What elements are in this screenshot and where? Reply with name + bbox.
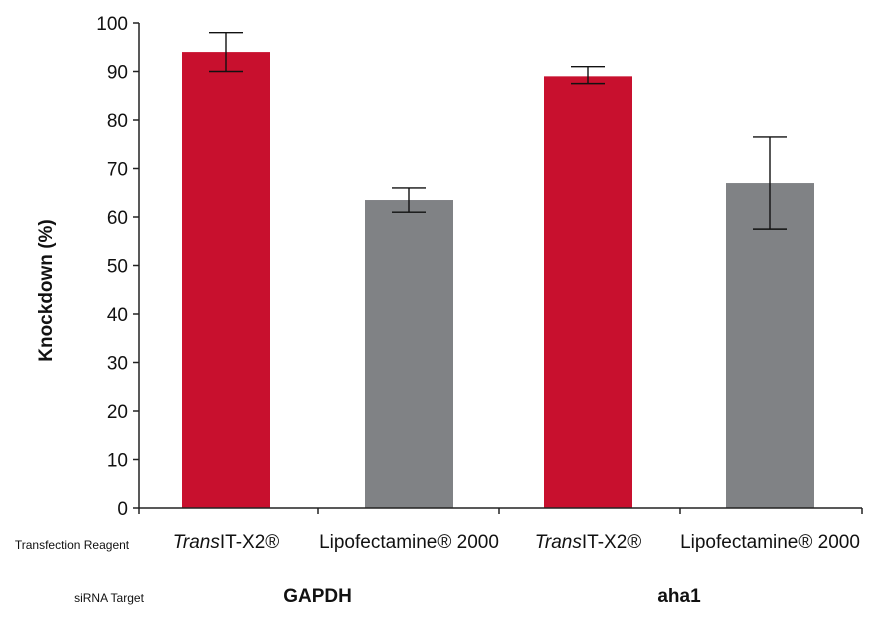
- sirna-target-label: aha1: [657, 586, 701, 607]
- bar: [182, 52, 270, 508]
- y-tick-label: 70: [107, 160, 128, 181]
- reagent-label: Lipofectamine® 2000: [680, 532, 860, 553]
- bar: [365, 200, 453, 508]
- y-tick-label: 80: [107, 111, 128, 132]
- reagent-label: Lipofectamine® 2000: [319, 532, 499, 553]
- y-tick-label: 20: [107, 402, 128, 423]
- y-tick-label: 50: [107, 257, 128, 278]
- transfection-reagent-row-title: Transfection Reagent: [15, 538, 130, 552]
- y-tick-label: 0: [117, 499, 128, 520]
- bars-layer: [182, 52, 814, 509]
- reagent-label: TransIT-X2®: [173, 532, 280, 553]
- y-tick-label: 40: [107, 305, 128, 326]
- axes-layer: [133, 22, 863, 514]
- reagent-label: TransIT-X2®: [535, 532, 642, 553]
- sirna-target-label: GAPDH: [283, 586, 352, 607]
- bar: [544, 76, 632, 508]
- y-axis-label: Knockdown (%): [36, 219, 57, 362]
- error-bars-layer: [209, 32, 787, 230]
- labels-layer: 0 10 20 30 40 50 60 70 80 90 100 Knockdown (%) Trans…: [15, 14, 860, 607]
- sirna-target-row-title: siRNA Target: [74, 591, 144, 605]
- y-tick-label: 60: [107, 208, 128, 229]
- y-tick-label: 10: [107, 451, 128, 472]
- y-tick-label: 90: [107, 63, 128, 84]
- bar: [726, 183, 814, 509]
- y-tick-label: 30: [107, 354, 128, 375]
- y-tick-label: 100: [96, 14, 128, 35]
